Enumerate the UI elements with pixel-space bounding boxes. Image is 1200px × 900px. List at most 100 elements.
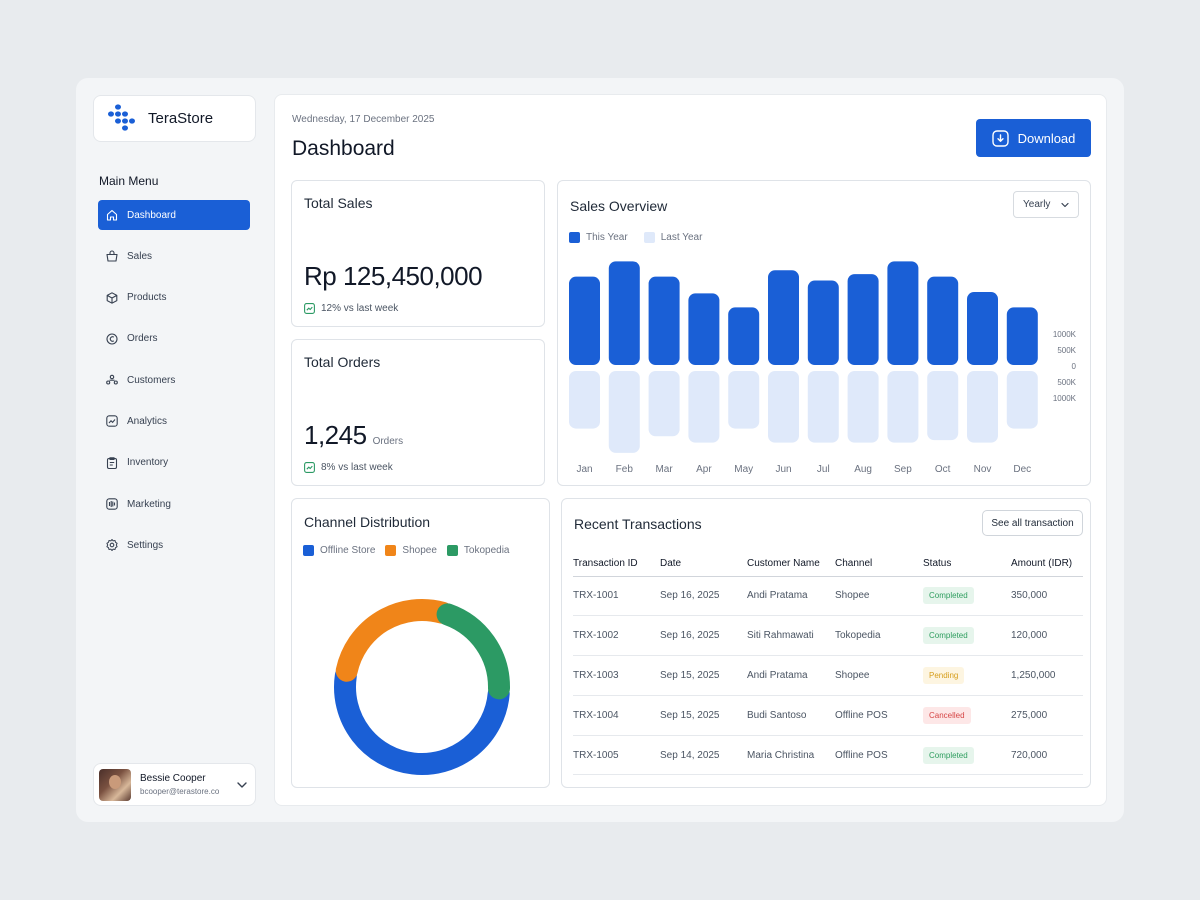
sidebar-item-sales[interactable]: Sales <box>98 241 250 271</box>
table-row[interactable]: TRX-1001 Sep 16, 2025 Andi Pratama Shopee Co… <box>573 576 1083 617</box>
sidebar-item-dashboard[interactable]: Dashboard <box>98 200 250 230</box>
cell-customer: Andi Pratama <box>747 576 835 617</box>
bar-last-year-apr[interactable] <box>688 371 720 443</box>
cell-date: Sep 14, 2025 <box>660 735 747 776</box>
bar-last-year-jul[interactable] <box>807 371 839 443</box>
donut-segment-shopee[interactable] <box>335 599 454 682</box>
bar-this-year-oct[interactable] <box>927 276 959 365</box>
column-header: Transaction ID <box>573 551 660 577</box>
donut-segment-offline-store[interactable] <box>334 665 510 775</box>
legend-last-year: Last Year <box>643 232 702 243</box>
channel-distribution-title: Channel Distribution <box>304 514 431 530</box>
cell-customer: Siti Rahmawati <box>747 615 835 657</box>
cell-date: Sep 15, 2025 <box>660 655 747 696</box>
x-tick-label: Sep <box>894 464 912 475</box>
cell-id: TRX-1004 <box>573 695 660 736</box>
total-sales-title: Total Sales <box>304 195 373 211</box>
sales-legend: This Year Last Year <box>569 232 718 243</box>
channel-distribution-card: Channel Distribution Offline Store Shopee… <box>291 498 550 788</box>
recent-transactions-title: Recent Transactions <box>574 516 702 532</box>
cell-status: Cancelled <box>923 695 1011 736</box>
table-body: TRX-1001 Sep 16, 2025 Andi Pratama Shopee Co… <box>573 576 1083 776</box>
avatar <box>99 768 131 801</box>
cell-status: Completed <box>923 576 1011 617</box>
bar-last-year-nov[interactable] <box>967 371 998 443</box>
status-badge: Completed <box>923 746 974 764</box>
cell-channel: Offline POS <box>835 695 923 736</box>
x-tick-label: Oct <box>935 464 951 475</box>
sidebar-item-label: Marketing <box>127 498 171 510</box>
cell-amount: 120,000 <box>1011 615 1083 657</box>
legend-this-year-label: This Year <box>586 232 628 243</box>
bar-this-year-dec[interactable] <box>1006 307 1038 365</box>
sidebar-item-orders[interactable]: Orders <box>98 324 250 354</box>
total-orders-trend: 8% vs last week <box>304 462 393 473</box>
bar-this-year-jul[interactable] <box>807 280 839 365</box>
chevron-down-icon[interactable] <box>235 778 249 792</box>
x-tick-label: Jun <box>775 464 791 475</box>
status-badge: Completed <box>923 587 974 605</box>
orders-icon <box>106 333 118 345</box>
cell-status: Pending <box>923 655 1011 696</box>
sidebar-menu: Dashboard Sales Products Orders Customers Ana… <box>98 200 250 572</box>
bar-this-year-nov[interactable] <box>967 292 998 365</box>
analytics-icon <box>106 415 118 428</box>
bar-last-year-oct[interactable] <box>927 371 959 441</box>
bar-this-year-aug[interactable] <box>847 274 879 365</box>
bar-this-year-jan[interactable] <box>569 276 600 365</box>
table-row[interactable]: TRX-1002 Sep 16, 2025 Siti Rahmawati Tokope… <box>573 615 1083 657</box>
legend-label: Tokopedia <box>463 545 510 556</box>
sidebar-item-label: Inventory <box>127 457 169 469</box>
current-date: Wednesday, 17 December 2025 <box>292 114 435 125</box>
main-menu-title: Main Menu <box>99 174 159 188</box>
x-tick-label: Apr <box>696 464 712 475</box>
bar-last-year-jun[interactable] <box>768 371 799 443</box>
sidebar-item-marketing[interactable]: Marketing <box>98 489 250 519</box>
table-row[interactable]: TRX-1003 Sep 15, 2025 Andi Pratama Shopee Pe… <box>573 655 1083 696</box>
cell-amount: 350,000 <box>1011 576 1083 617</box>
bar-last-year-sep[interactable] <box>887 371 919 443</box>
download-icon <box>991 129 1009 147</box>
bar-last-year-feb[interactable] <box>608 371 640 453</box>
x-tick-label: Dec <box>1013 464 1031 475</box>
cell-amount: 720,000 <box>1011 735 1083 776</box>
cell-id: TRX-1003 <box>573 655 660 696</box>
bar-this-year-mar[interactable] <box>648 276 680 365</box>
bar-last-year-mar[interactable] <box>648 371 680 437</box>
sidebar-item-analytics[interactable]: Analytics <box>98 406 250 436</box>
bar-last-year-dec[interactable] <box>1006 371 1038 429</box>
legend-offline-store: Offline Store <box>303 545 375 556</box>
sidebar-item-settings[interactable]: Settings <box>98 530 250 560</box>
y-tick-label: 0 <box>1072 362 1077 371</box>
y-tick-label: 1000K <box>1053 394 1077 403</box>
user-profile-card[interactable]: Bessie Cooper bcooper@terastore.co <box>93 763 256 806</box>
period-dropdown[interactable]: Yearly <box>1013 191 1079 218</box>
table-row[interactable]: TRX-1004 Sep 15, 2025 Budi Santoso Offline … <box>573 695 1083 736</box>
sidebar-item-customers[interactable]: Customers <box>98 365 250 395</box>
bar-last-year-may[interactable] <box>728 371 760 429</box>
column-header: Status <box>923 551 1011 577</box>
bar-this-year-sep[interactable] <box>887 261 919 365</box>
cell-date: Sep 16, 2025 <box>660 576 747 617</box>
donut-segment-tokopedia[interactable] <box>436 603 510 700</box>
brand-logo-block[interactable]: TeraStore <box>93 95 256 142</box>
sidebar-item-inventory[interactable]: Inventory <box>98 448 250 478</box>
see-all-transactions-button[interactable]: See all transaction <box>982 510 1083 536</box>
download-button[interactable]: Download <box>976 119 1091 157</box>
bar-last-year-aug[interactable] <box>847 371 879 443</box>
bar-this-year-apr[interactable] <box>688 293 720 365</box>
total-sales-trend-text: 12% vs last week <box>321 303 399 314</box>
cell-amount: 1,250,000 <box>1011 655 1083 696</box>
bar-this-year-feb[interactable] <box>608 261 640 365</box>
marketing-icon <box>106 498 118 510</box>
bar-this-year-may[interactable] <box>728 307 760 365</box>
column-header: Amount (IDR) <box>1011 551 1083 577</box>
column-header: Channel <box>835 551 923 577</box>
total-orders-card: Total Orders 1,245 Orders 8% vs last week <box>291 339 545 486</box>
bar-last-year-jan[interactable] <box>569 371 600 429</box>
brand-name: TeraStore <box>148 110 214 127</box>
cell-id: TRX-1001 <box>573 576 660 617</box>
bar-this-year-jun[interactable] <box>768 270 799 365</box>
sidebar-item-products[interactable]: Products <box>98 283 250 313</box>
table-row[interactable]: TRX-1005 Sep 14, 2025 Maria Christina Offli… <box>573 735 1083 776</box>
